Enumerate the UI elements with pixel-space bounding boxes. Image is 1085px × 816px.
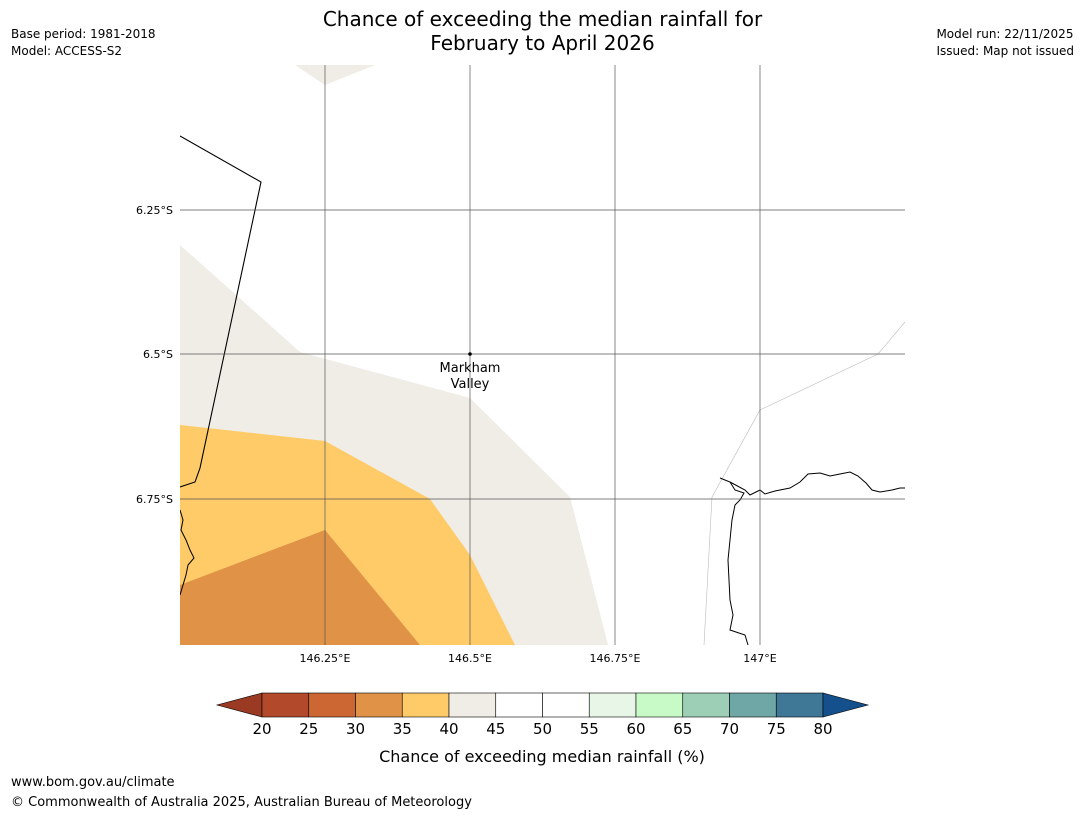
colorbar-tick-label: 20	[252, 720, 271, 738]
border-line	[180, 135, 262, 488]
colorbar-tick-label: 35	[393, 720, 412, 738]
coastline-north	[729, 471, 905, 496]
colorbar-tick-label: 45	[486, 720, 505, 738]
lon-label-147: 147°E	[743, 652, 776, 665]
colorbar-tick-label: 65	[673, 720, 692, 738]
colorbar-segment	[355, 692, 403, 718]
model-name: Model: ACCESS-S2	[11, 44, 123, 58]
title-line-1: Chance of exceeding the median rainfall …	[322, 7, 763, 31]
map-area	[180, 65, 905, 645]
colorbar-segment	[729, 692, 777, 718]
colorbar-segment	[635, 692, 684, 718]
colorbar-tick-label: 40	[439, 720, 458, 738]
meta-left: Base period: 1981-2018 Model: ACCESS-S2	[11, 26, 156, 60]
colorbar-tick-label: 75	[767, 720, 786, 738]
coastline-west	[180, 509, 195, 596]
colorbar-tick-label: 30	[346, 720, 365, 738]
region-30-35	[180, 530, 420, 645]
colorbar: 20 25 30 35 40 45 50 55 60 65 70 75 80	[215, 692, 870, 738]
map-title: Chance of exceeding the median rainfall …	[0, 7, 1085, 55]
title-line-2: February to April 2026	[430, 31, 655, 55]
colorbar-tick-label: 50	[533, 720, 552, 738]
coastline-east	[719, 477, 749, 645]
footer-copyright: © Commonwealth of Australia 2025, Austra…	[11, 795, 472, 810]
colorbar-tick-label: 25	[299, 720, 318, 738]
colorbar-segment	[448, 692, 497, 718]
legend-title: Chance of exceeding median rainfall (%)	[379, 747, 705, 766]
colorbar-segment	[261, 692, 310, 718]
colorbar-tick-label: 70	[720, 720, 739, 738]
colorbar-segment	[775, 692, 824, 718]
footer-url[interactable]: www.bom.gov.au/climate	[11, 775, 175, 790]
meta-right: Model run: 22/11/2025 Issued: Map not is…	[936, 26, 1074, 60]
place-label-line2: Valley	[451, 377, 490, 392]
place-marker	[468, 352, 472, 356]
colorbar-tick-label: 55	[580, 720, 599, 738]
model-run: Model run: 22/11/2025	[936, 27, 1074, 41]
issued-status: Issued: Map not issued	[936, 44, 1074, 58]
lon-label-146-5: 146.5°E	[448, 652, 492, 665]
lon-label-146-25: 146.25°E	[300, 652, 351, 665]
colorbar-tick-label: 60	[626, 720, 645, 738]
place-label-line1: Markham	[440, 361, 501, 376]
colorbar-segment	[495, 692, 543, 718]
colorbar-segment	[682, 692, 730, 718]
lat-label-6-75: 6.75°S	[136, 493, 173, 506]
colorbar-segment	[542, 692, 590, 718]
region-40-45-top	[295, 65, 375, 85]
lon-label-146-75: 146.75°E	[590, 652, 641, 665]
colorbar-segment	[308, 692, 356, 718]
colorbar-arrow-high	[822, 692, 870, 718]
lat-label-6-25: 6.25°S	[136, 204, 173, 217]
lat-label-6-5: 6.5°S	[143, 348, 173, 361]
colorbar-segment	[588, 692, 637, 718]
base-period: Base period: 1981-2018	[11, 27, 156, 41]
colorbar-arrow-low	[215, 692, 263, 718]
boundary-line-east	[703, 321, 905, 645]
colorbar-segment	[401, 692, 450, 718]
graticule	[180, 65, 905, 645]
colorbar-tick-label: 80	[813, 720, 832, 738]
